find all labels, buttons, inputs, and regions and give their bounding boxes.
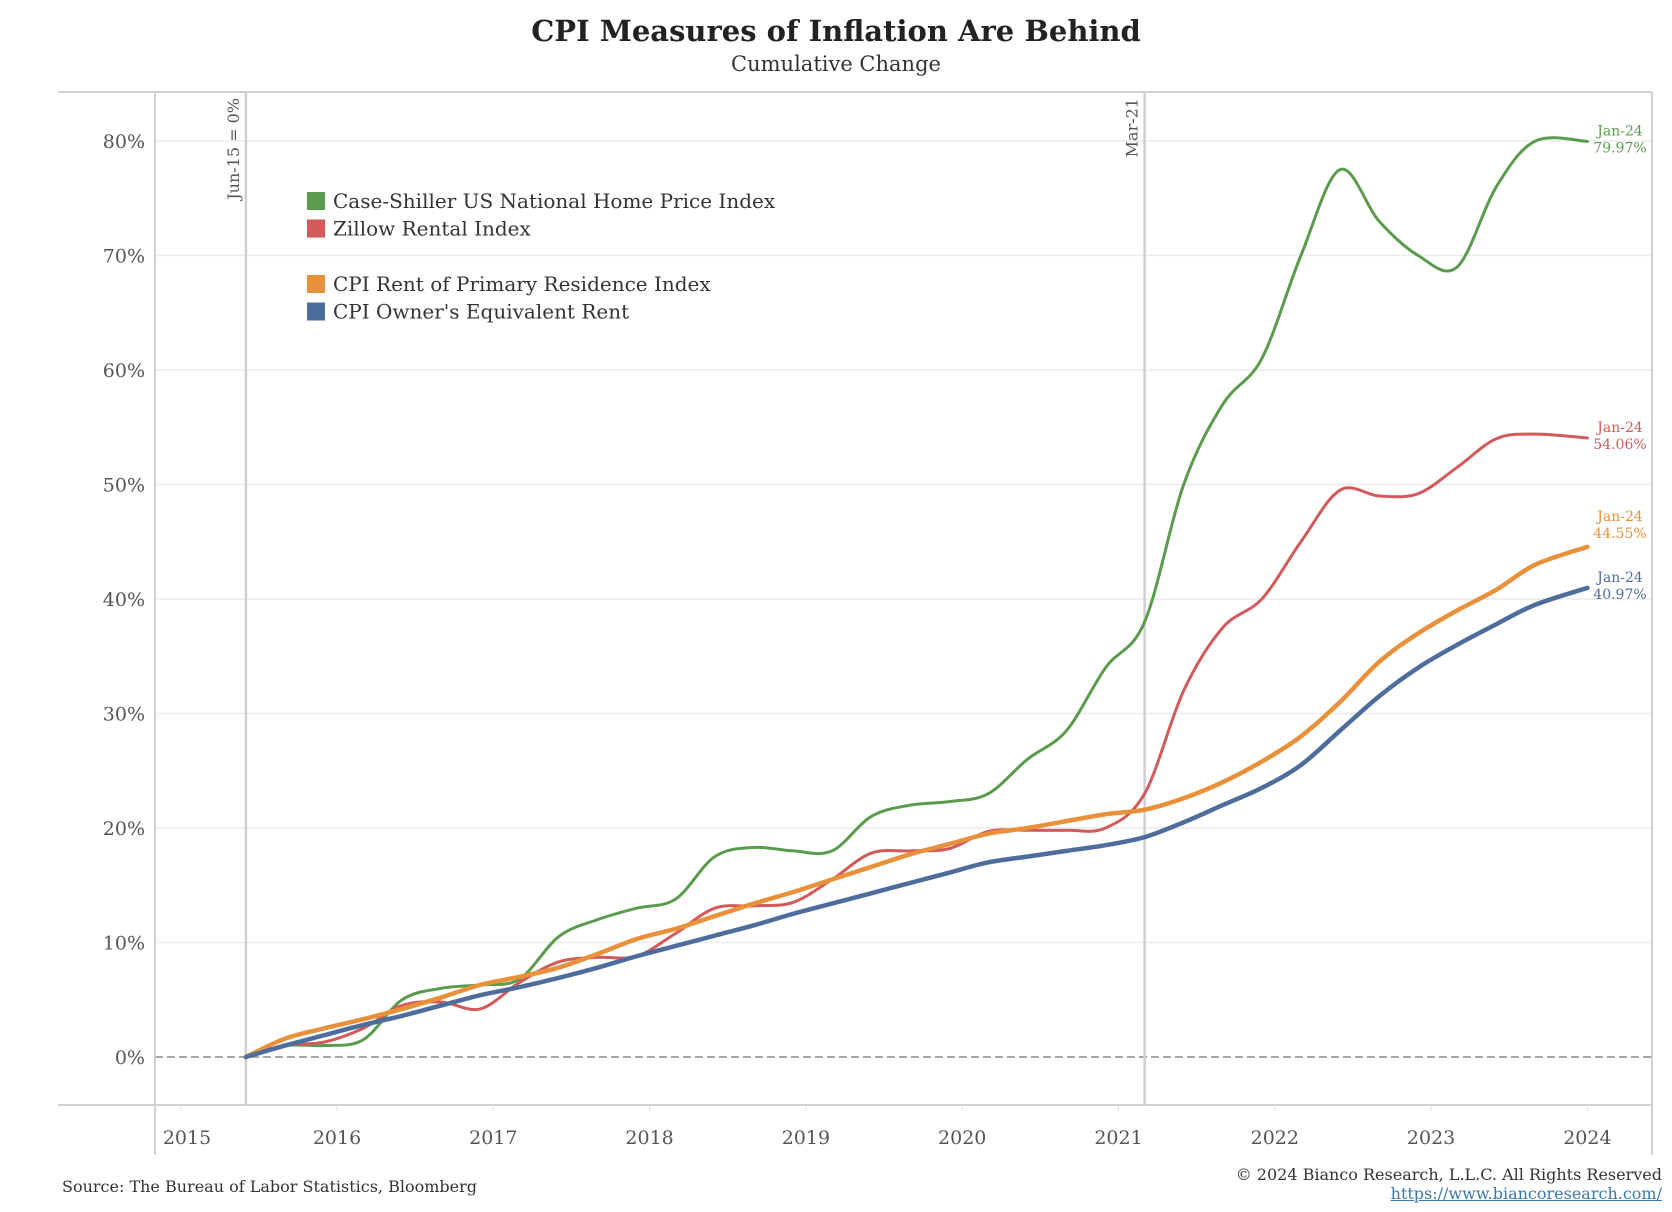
y-tick-label: 10%: [103, 933, 145, 955]
source-note: Source: The Bureau of Labor Statistics, …: [62, 1177, 477, 1196]
y-tick-label: 60%: [103, 360, 145, 382]
legend-swatch: [307, 275, 325, 293]
x-tick-label: 2015: [163, 1127, 211, 1149]
chart-subtitle: Cumulative Change: [731, 52, 941, 76]
y-tick-label: 50%: [103, 475, 145, 497]
y-axis: 0% 10% 20% 30% 40% 50% 60% 70% 80%: [103, 131, 145, 1069]
x-tick-label: 2020: [938, 1127, 986, 1149]
x-tick-label: 2017: [469, 1127, 517, 1149]
x-tick-label: 2024: [1563, 1127, 1611, 1149]
legend-label: Zillow Rental Index: [333, 217, 532, 241]
end-labels: Jan-2479.97%Jan-2454.06%Jan-2444.55%Jan-…: [1593, 123, 1646, 603]
y-tick-label: 0%: [115, 1047, 145, 1069]
plot-frame: [58, 91, 1653, 1155]
series-lines: [243, 136, 1590, 1060]
series-line-2: [244, 432, 1589, 1059]
y-tick-label: 80%: [103, 131, 145, 153]
chart-title: CPI Measures of Inflation Are Behind: [531, 14, 1141, 48]
y-tick-label: 40%: [103, 589, 145, 611]
series-line-3: [243, 544, 1590, 1060]
end-label-date: Jan-24: [1595, 570, 1643, 586]
reference-lines: Jun-15 = 0% Mar-21: [224, 92, 1146, 1105]
x-tick-label: 2018: [625, 1127, 673, 1149]
end-label-value: 44.55%: [1593, 526, 1646, 542]
y-tick-label: 70%: [103, 246, 145, 268]
x-axis: 2015 2016 2017 2018 2019 2020 2021 2022 2023 2024: [163, 1105, 1612, 1149]
end-label-value: 40.97%: [1593, 587, 1646, 603]
grid-lines: [155, 140, 1652, 1058]
x-tick-label: 2016: [313, 1127, 361, 1149]
website-link[interactable]: https://www.biancoresearch.com/: [1390, 1184, 1662, 1203]
copyright-note: © 2024 Bianco Research, L.L.C. All Right…: [1235, 1165, 1662, 1184]
legend-label: CPI Rent of Primary Residence Index: [333, 272, 711, 296]
x-tick-label: 2019: [782, 1127, 830, 1149]
end-label-value: 54.06%: [1593, 437, 1646, 453]
end-label-date: Jan-24: [1595, 509, 1643, 525]
x-tick-label: 2023: [1407, 1127, 1455, 1149]
y-tick-label: 30%: [103, 704, 145, 726]
series-line-4: [243, 585, 1590, 1060]
reference-line-label: Jun-15 = 0%: [224, 98, 243, 202]
legend-swatch: [307, 302, 325, 321]
legend: Case-Shiller US National Home Price Inde…: [307, 189, 776, 324]
y-tick-label: 20%: [103, 818, 145, 840]
x-tick-label: 2022: [1251, 1127, 1299, 1149]
reference-line-label: Mar-21: [1123, 98, 1142, 157]
legend-swatch: [307, 192, 325, 210]
legend-label: Case-Shiller US National Home Price Inde…: [333, 189, 776, 213]
end-label-date: Jan-24: [1595, 420, 1643, 436]
end-label-date: Jan-24: [1595, 123, 1643, 139]
x-tick-label: 2021: [1094, 1127, 1142, 1149]
end-label-value: 79.97%: [1593, 140, 1646, 156]
legend-label: CPI Owner's Equivalent Rent: [333, 300, 629, 324]
legend-swatch: [307, 219, 325, 238]
